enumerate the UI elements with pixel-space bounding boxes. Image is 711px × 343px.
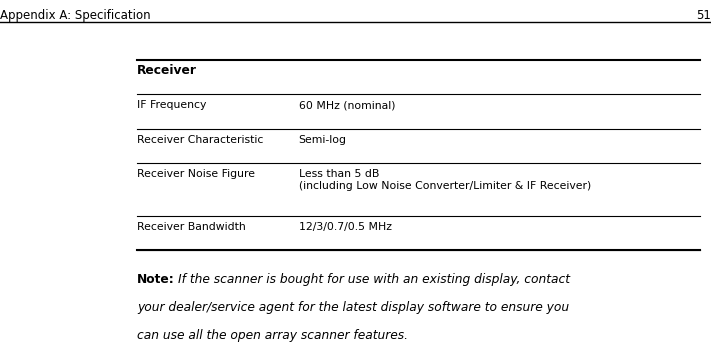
Text: Semi-log: Semi-log	[299, 135, 347, 145]
Text: Receiver Bandwidth: Receiver Bandwidth	[137, 222, 246, 232]
Text: Less than 5 dB
(including Low Noise Converter/Limiter & IF Receiver): Less than 5 dB (including Low Noise Conv…	[299, 169, 591, 191]
Text: 60 MHz (nominal): 60 MHz (nominal)	[299, 100, 395, 110]
Text: IF Frequency: IF Frequency	[137, 100, 207, 110]
Text: 51: 51	[696, 9, 711, 22]
Text: If the scanner is bought for use with an existing display, contact: If the scanner is bought for use with an…	[178, 273, 570, 286]
Text: can use all the open array scanner features.: can use all the open array scanner featu…	[137, 329, 408, 342]
Text: Receiver Noise Figure: Receiver Noise Figure	[137, 169, 255, 179]
Text: Appendix A: Specification: Appendix A: Specification	[0, 9, 151, 22]
Text: 12/3/0.7/0.5 MHz: 12/3/0.7/0.5 MHz	[299, 222, 392, 232]
Text: Receiver Characteristic: Receiver Characteristic	[137, 135, 264, 145]
Text: Note:: Note:	[137, 273, 175, 286]
Text: your dealer/service agent for the latest display software to ensure you: your dealer/service agent for the latest…	[137, 301, 570, 314]
Text: Receiver: Receiver	[137, 64, 197, 77]
